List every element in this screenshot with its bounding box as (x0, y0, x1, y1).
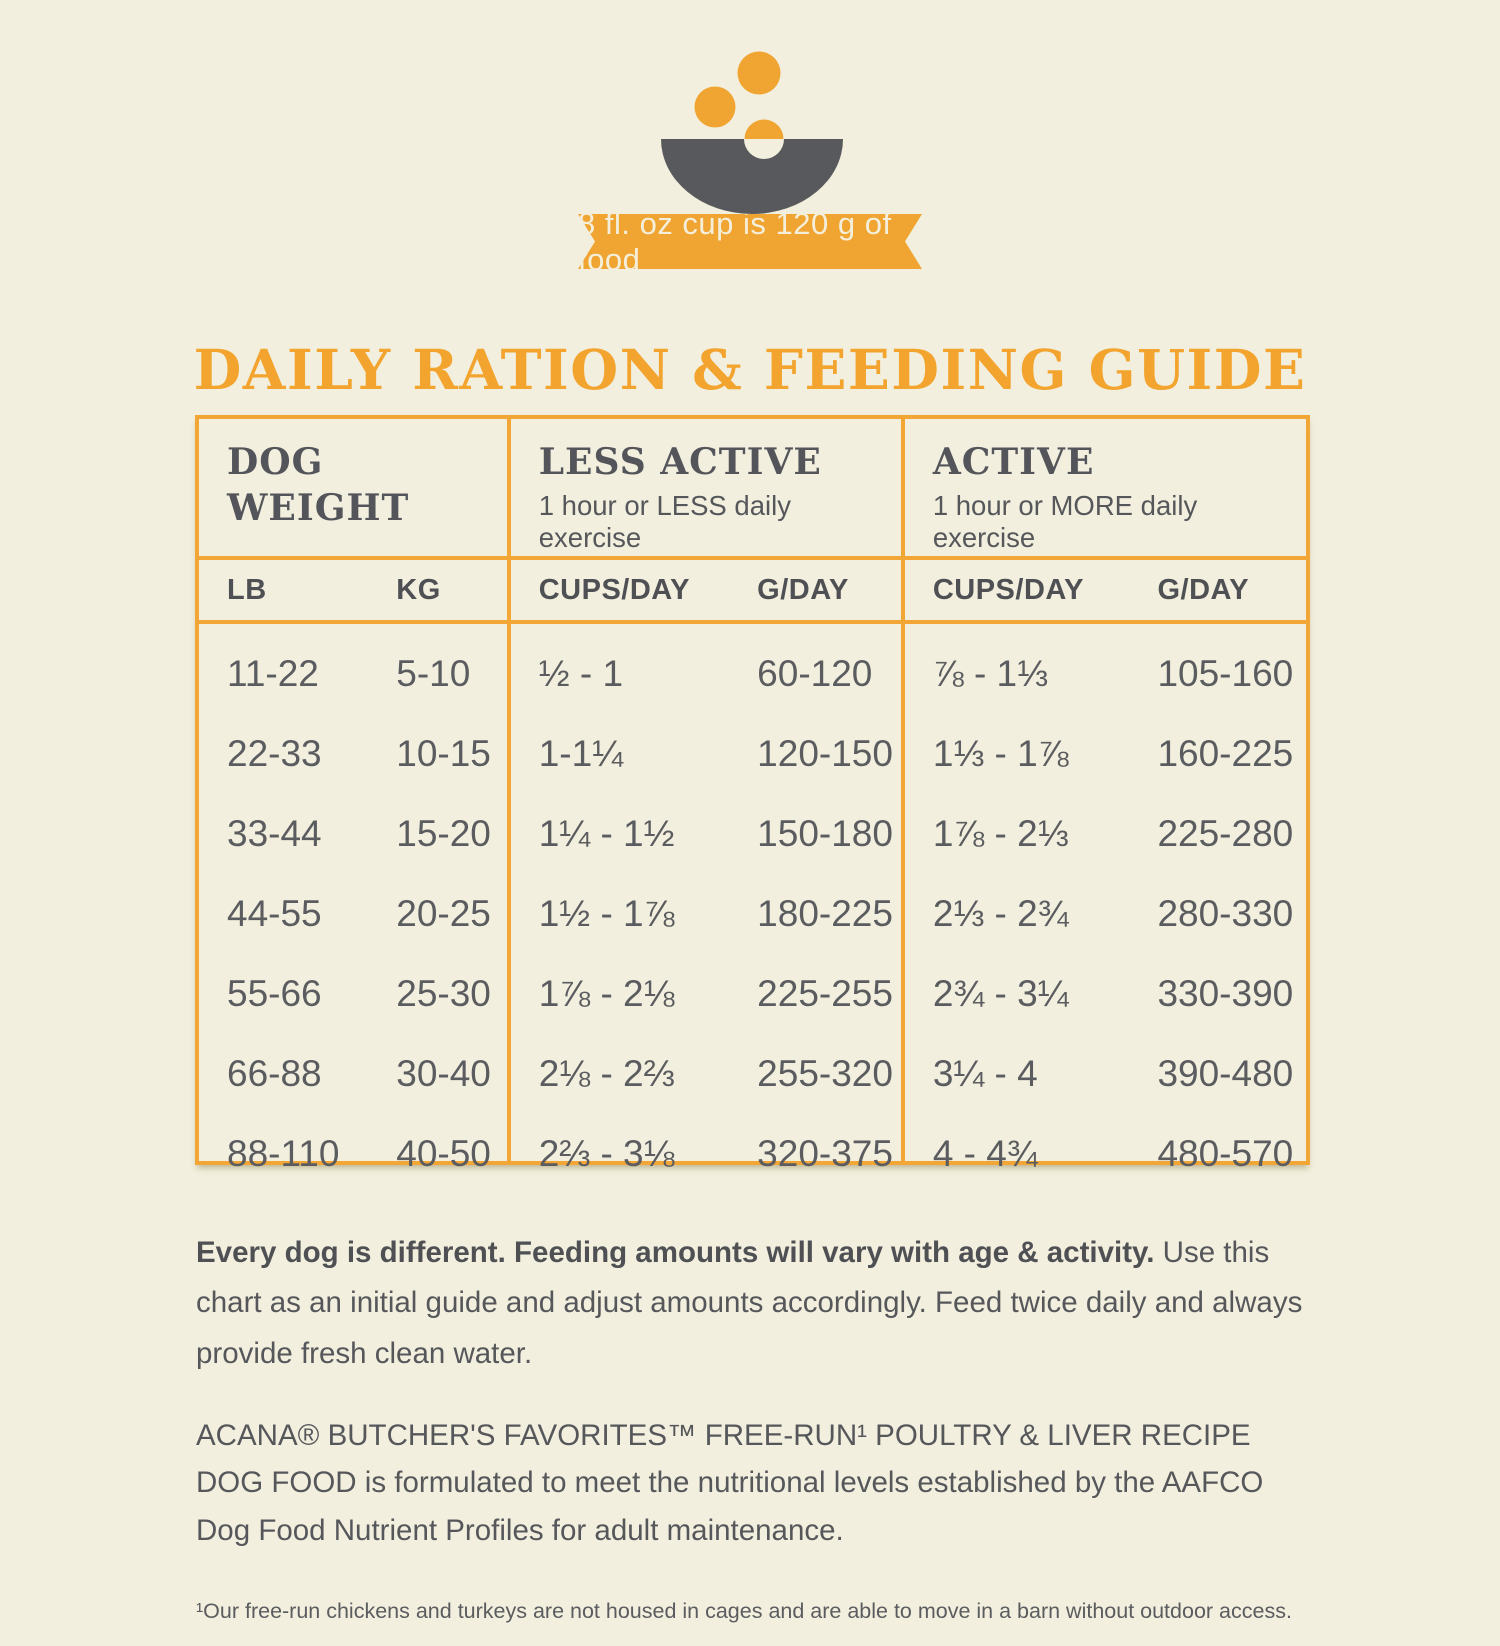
group-subtitle: 1 hour or LESS daily exercise (538, 490, 791, 554)
table-cell: 480-570 (1157, 1133, 1294, 1174)
bowl-shape (661, 139, 843, 214)
table-cell: 66-88 (227, 1053, 322, 1094)
aafco-statement: ACANA® BUTCHER'S FAVORITES™ FREE-RUN¹ PO… (196, 1418, 1264, 1548)
table-cell: 25-30 (396, 973, 491, 1014)
column-header-kg: KG (396, 573, 441, 606)
table-cell: 225-280 (1157, 813, 1294, 854)
table-cell: 3¼ - 4 (932, 1053, 1038, 1094)
group-body-less-active: ½ - 1 60-120 1-1¼ 120-150 1¼ - 1½ 150-18… (511, 624, 901, 1194)
column-header-cups-day: CUPS/DAY (538, 573, 690, 606)
table-cell: 1⅞ - 2⅛ (538, 973, 675, 1014)
table-cell: 2⅛ - 2⅔ (538, 1053, 675, 1094)
column-header-cups-day: CUPS/DAY (932, 573, 1085, 606)
column-header-lb: LB (227, 573, 267, 606)
table-cell: 22-33 (227, 733, 322, 774)
table-cell: 40-50 (396, 1133, 491, 1174)
table-cell: 4 - 4¾ (932, 1133, 1038, 1174)
table-cell: 2⅔ - 3⅛ (538, 1133, 675, 1174)
column-group-active: ACTIVE 1 hour or MORE daily exercise CUP… (900, 419, 1306, 1174)
column-header-g-day: G/DAY (757, 573, 849, 606)
table-cell: 88-110 (227, 1133, 340, 1174)
group-title: LESS ACTIVE (538, 441, 822, 483)
feeding-note: Every dog is different. Feeding amounts … (196, 1228, 1318, 1380)
table-cell: 60-120 (757, 653, 873, 694)
group-body-dog-weight: 11-22 5-10 22-33 10-15 33-44 15-20 44-55… (199, 624, 507, 1194)
table-cell: 120-150 (757, 733, 893, 774)
kibble-icon (737, 51, 781, 95)
table-cell: 105-160 (1157, 653, 1294, 694)
kibble-icon (744, 119, 784, 139)
free-run-footnote: ¹Our free-run chickens and turkeys are n… (196, 1599, 1292, 1624)
table-cell: 30-40 (396, 1053, 491, 1094)
group-body-active: ⅞ - 1⅓ 105-160 1⅓ - 1⅞ 160-225 1⅞ - 2⅓ 2… (905, 624, 1306, 1194)
table-cell: 390-480 (1157, 1053, 1294, 1094)
feeding-note-bold: Every dog is different. Feeding amounts … (196, 1235, 1155, 1269)
table-cell: 1⅓ - 1⅞ (932, 733, 1069, 774)
table-cell: ½ - 1 (538, 653, 624, 694)
feeding-note-regular: Use this chart as an initial guide and a… (196, 1235, 1303, 1370)
table-cell: 160-225 (1157, 733, 1294, 774)
table-cell: 255-320 (757, 1053, 893, 1094)
bowl-with-kibble-icon (661, 51, 843, 214)
table-cell: 225-255 (757, 973, 893, 1014)
group-header-less-active: LESS ACTIVE 1 hour or LESS daily exercis… (510, 419, 901, 560)
group-header-active: ACTIVE 1 hour or MORE daily exercise (904, 419, 1306, 560)
group-header-dog-weight: DOG WEIGHT (199, 419, 507, 560)
table-cell: 1⅞ - 2⅓ (932, 813, 1069, 854)
table-cell: 15-20 (396, 813, 491, 854)
table-cell: 150-180 (757, 813, 893, 854)
table-cell: 44-55 (227, 893, 322, 934)
table-cell: 330-390 (1157, 973, 1294, 1014)
table-cell: 1½ - 1⅞ (538, 893, 675, 934)
table-cell: 2⅓ - 2¾ (932, 893, 1069, 934)
group-title: ACTIVE (932, 441, 1095, 483)
table-cell: 180-225 (757, 893, 893, 934)
column-group-less-active: LESS ACTIVE 1 hour or LESS daily exercis… (506, 419, 901, 1174)
table-cell: 280-330 (1157, 893, 1294, 934)
cup-equivalence-banner: 8 fl. oz cup is 120 g of food (578, 214, 922, 269)
table-cell: 33-44 (227, 813, 322, 854)
subheader-row: CUPS/DAY G/DAY (904, 560, 1306, 624)
banner-text: 8 fl. oz cup is 120 g of food (578, 205, 892, 277)
subheader-row: CUPS/DAY G/DAY (510, 560, 901, 624)
page-title: DAILY RATION & FEEDING GUIDE (193, 336, 1307, 402)
table-cell: 55-66 (227, 973, 322, 1014)
table-cell: 320-375 (757, 1133, 893, 1174)
column-header-g-day: G/DAY (1157, 573, 1250, 606)
table-cell: 1¼ - 1½ (538, 813, 675, 854)
column-group-dog-weight: DOG WEIGHT LB KG 11-22 5-10 22-33 10-15 … (199, 419, 507, 1174)
table-cell: 2¾ - 3¼ (932, 973, 1069, 1014)
table-cell: 1-1¼ (538, 733, 624, 774)
kibble-icon (694, 86, 736, 128)
group-subtitle: 1 hour or MORE daily exercise (932, 490, 1198, 554)
table-cell: 5-10 (396, 653, 471, 694)
table-cell: 10-15 (396, 733, 491, 774)
subheader-row: LB KG (199, 560, 507, 624)
group-title-text: DOG WEIGHT (227, 441, 410, 530)
group-title: DOG WEIGHT (227, 439, 497, 531)
notes-section: Every dog is different. Feeding amounts … (196, 1198, 1318, 1646)
feeding-guide-table: DOG WEIGHT LB KG 11-22 5-10 22-33 10-15 … (195, 415, 1310, 1174)
table-cell: 11-22 (227, 653, 319, 694)
table-cell: ⅞ - 1⅓ (932, 653, 1048, 694)
table-cell: 20-25 (396, 893, 491, 934)
